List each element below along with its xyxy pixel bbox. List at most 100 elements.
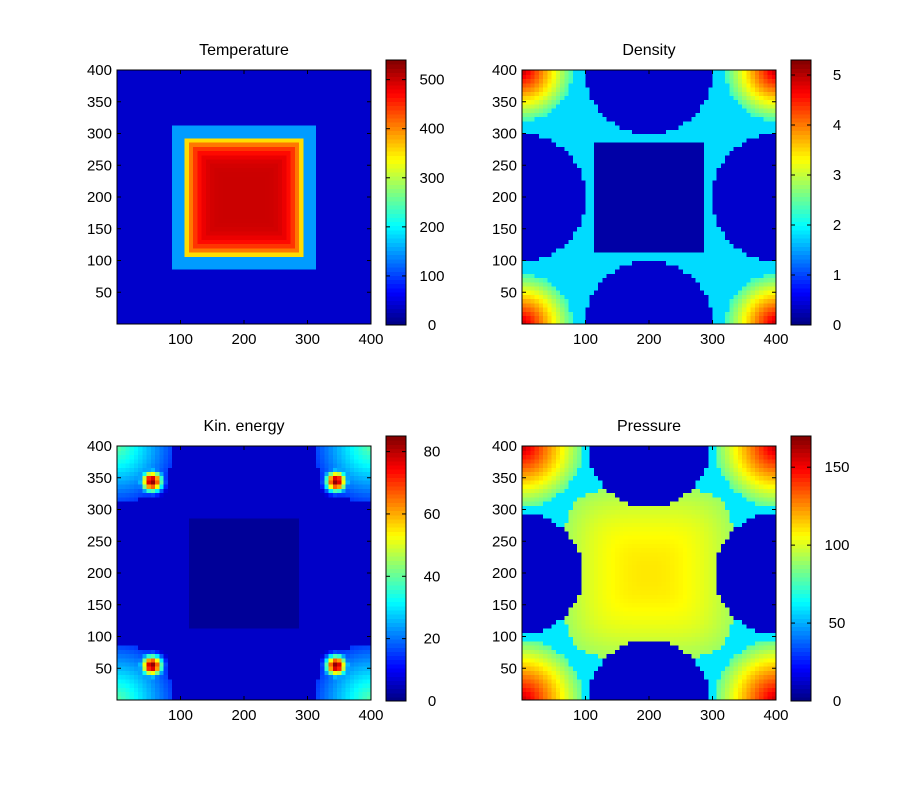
heatmap-cell: [260, 273, 266, 279]
heatmap-cell: [197, 175, 203, 181]
heatmap-cell: [315, 243, 321, 249]
heatmap-cell: [277, 264, 283, 270]
heatmap-cell: [547, 290, 553, 295]
heatmap-cell: [155, 302, 160, 308]
heatmap-cell: [184, 141, 190, 147]
heatmap-cell: [636, 311, 642, 317]
heatmap-cell: [547, 277, 553, 283]
heatmap-cell: [307, 108, 313, 113]
heatmap-cell: [649, 268, 654, 274]
heatmap-cell: [294, 243, 300, 249]
heatmap-cell: [282, 226, 287, 232]
heatmap-cell: [188, 252, 194, 257]
heatmap-cell: [750, 260, 756, 266]
heatmap-cell: [282, 252, 287, 257]
heatmap-cell: [560, 315, 565, 321]
heatmap-cell: [572, 235, 578, 240]
heatmap-cell: [138, 95, 143, 101]
heatmap-cell: [712, 273, 718, 279]
colorbar-segment: [386, 146, 406, 152]
heatmap-cell: [294, 146, 300, 152]
heatmap-cell: [593, 281, 599, 287]
heatmap-cell: [129, 197, 135, 202]
heatmap-cell: [299, 213, 304, 219]
heatmap-cell: [133, 78, 139, 84]
heatmap-cell: [167, 184, 173, 190]
heatmap-cell: [303, 213, 309, 219]
heatmap-cell: [193, 235, 199, 240]
heatmap-cell: [277, 74, 283, 80]
heatmap-cell: [172, 137, 177, 143]
heatmap-cell: [273, 197, 279, 202]
heatmap-cell: [286, 290, 292, 295]
heatmap-cell: [610, 247, 616, 253]
heatmap-cell: [577, 230, 582, 236]
heatmap-cell: [239, 120, 245, 126]
heatmap-cell: [222, 158, 228, 164]
heatmap-cell: [358, 125, 364, 130]
heatmap-cell: [231, 281, 237, 287]
heatmap-cell: [294, 103, 300, 109]
heatmap-cell: [172, 78, 177, 84]
heatmap-cell: [311, 116, 317, 122]
heatmap-cell: [125, 281, 131, 287]
heatmap-cell: [214, 120, 220, 126]
heatmap-cell: [623, 319, 629, 325]
heatmap-cell: [201, 252, 207, 257]
heatmap-cell: [146, 226, 152, 232]
heatmap-cell: [771, 260, 777, 266]
heatmap-cell: [269, 268, 275, 274]
heatmap-cell: [117, 95, 122, 101]
heatmap-cell: [564, 243, 570, 249]
heatmap-cell: [560, 281, 565, 287]
heatmap-cell: [184, 319, 190, 325]
heatmap-cell: [767, 277, 773, 283]
heatmap-cell: [205, 82, 211, 88]
heatmap-cell: [205, 281, 211, 287]
heatmap-cell: [665, 260, 671, 266]
heatmap-cell: [150, 213, 156, 219]
heatmap-cell: [282, 188, 287, 194]
heatmap-cell: [307, 141, 313, 147]
heatmap-cell: [260, 188, 266, 194]
heatmap-cell: [201, 311, 207, 317]
heatmap-cell: [176, 222, 182, 228]
heatmap-cell: [332, 150, 338, 156]
heatmap-cell: [657, 247, 663, 253]
heatmap-cell: [188, 239, 194, 245]
heatmap-cell: [282, 141, 287, 147]
heatmap-cell: [750, 307, 756, 312]
heatmap-cell: [163, 285, 169, 291]
heatmap-cell: [205, 175, 211, 181]
heatmap-cell: [640, 281, 646, 287]
heatmap-cell: [244, 175, 249, 181]
heatmap-cell: [197, 95, 203, 101]
heatmap-cell: [345, 82, 351, 88]
heatmap-cell: [530, 256, 536, 262]
heatmap-cell: [328, 256, 334, 262]
heatmap-cell: [163, 116, 169, 122]
heatmap-cell: [239, 285, 245, 291]
heatmap-cell: [125, 70, 131, 75]
heatmap-cell: [227, 213, 232, 219]
heatmap-cell: [649, 252, 654, 257]
heatmap-cell: [222, 167, 228, 173]
heatmap-cell: [218, 112, 224, 118]
heatmap-cell: [610, 235, 616, 240]
heatmap-cell: [222, 103, 228, 109]
heatmap-cell: [358, 112, 364, 118]
heatmap-cell: [674, 235, 680, 240]
heatmap-cell: [627, 268, 633, 274]
heatmap-cell: [315, 91, 321, 96]
heatmap-cell: [623, 260, 629, 266]
heatmap-cell: [337, 154, 342, 160]
heatmap-cell: [354, 260, 359, 266]
heatmap-cell: [602, 285, 608, 291]
heatmap-cell: [138, 222, 143, 228]
heatmap-cell: [138, 184, 143, 190]
heatmap-cell: [328, 146, 334, 152]
heatmap-cell: [547, 256, 553, 262]
heatmap-cell: [167, 315, 173, 321]
heatmap-cell: [708, 243, 714, 249]
heatmap-cell: [222, 315, 228, 321]
